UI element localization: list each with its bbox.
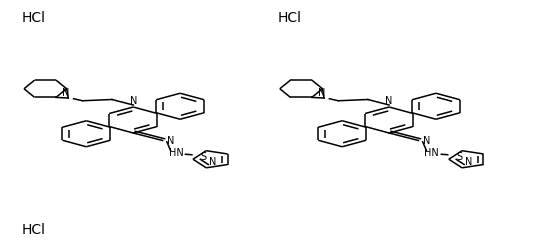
Text: HN: HN (424, 148, 439, 158)
Text: N: N (167, 136, 174, 145)
Text: HN: HN (168, 148, 183, 158)
Text: HCl: HCl (277, 10, 301, 24)
Text: N: N (465, 157, 472, 167)
Text: S: S (456, 152, 463, 162)
Text: N: N (209, 157, 216, 167)
Text: N: N (62, 88, 69, 98)
Text: S: S (200, 152, 207, 162)
Text: HCl: HCl (21, 223, 45, 237)
Text: N: N (130, 96, 137, 106)
Text: N: N (318, 88, 325, 98)
Text: N: N (423, 136, 430, 145)
Text: N: N (385, 96, 393, 106)
Text: HCl: HCl (21, 10, 45, 24)
